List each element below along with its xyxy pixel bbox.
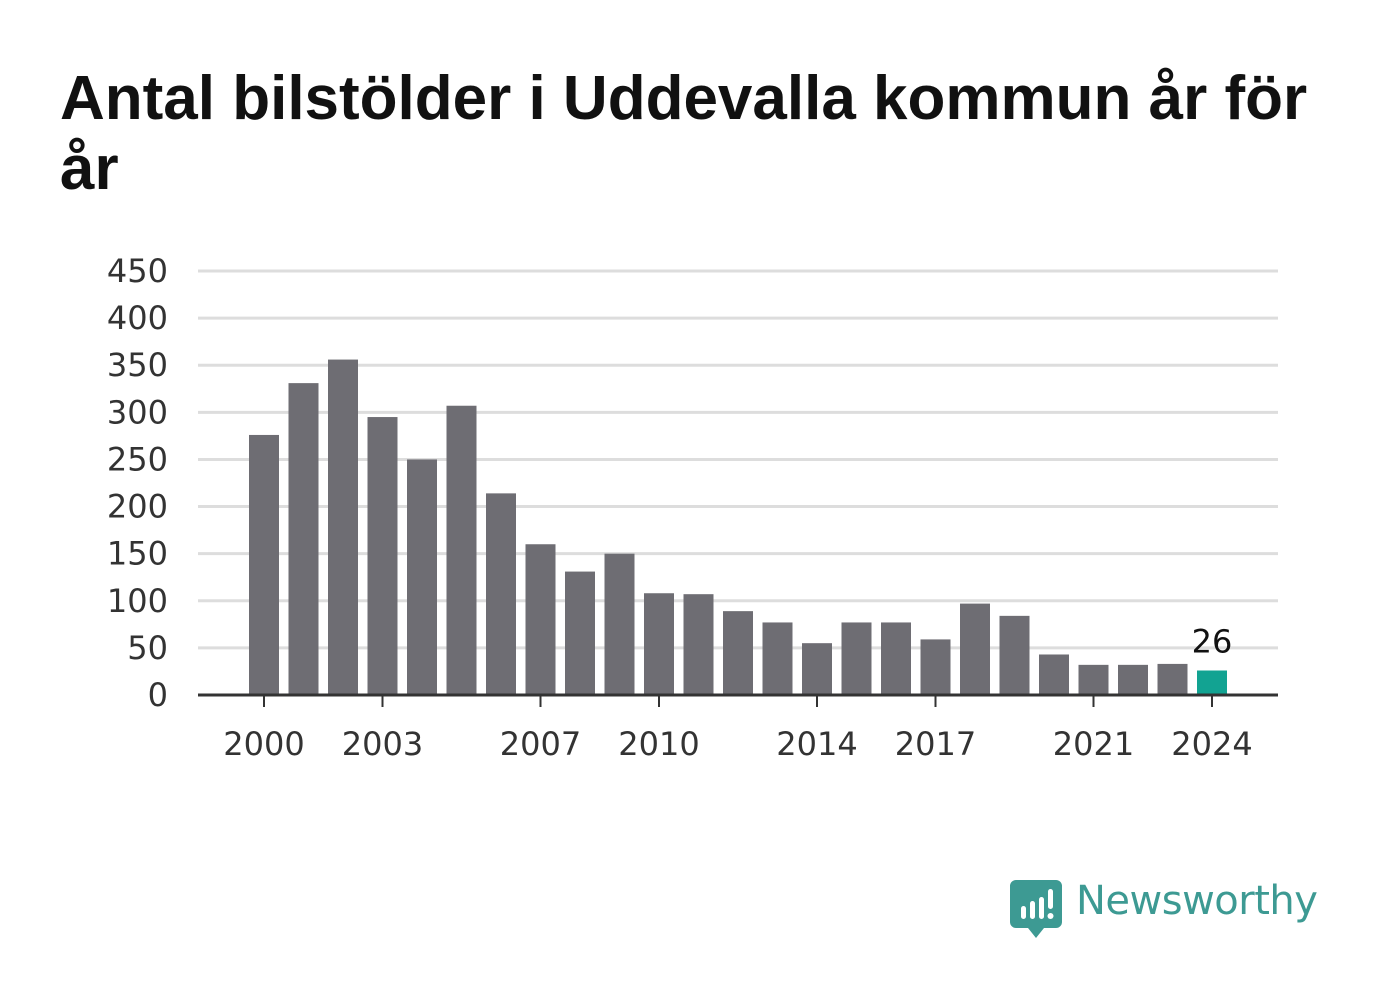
chart-title: Antal bilstölder i Uddevalla kommun år f… <box>60 64 1308 203</box>
bar-2011 <box>683 594 714 695</box>
gridlines <box>198 269 1278 650</box>
x-tick-label: 2000 <box>223 725 304 763</box>
bar-2012 <box>723 611 753 695</box>
bars <box>249 359 1227 695</box>
newsworthy-brand: Newsworthy <box>1010 878 1318 942</box>
x-tick-label: 2017 <box>895 725 976 763</box>
bar-2008 <box>565 571 595 695</box>
bar-2024 <box>1197 670 1227 695</box>
newsworthy-logo-icon <box>1010 880 1062 938</box>
bar-2014 <box>802 643 832 695</box>
bar-2009 <box>604 553 635 695</box>
x-tick-label: 2003 <box>342 725 423 763</box>
x-tick-label: 2010 <box>618 725 699 763</box>
data-label-2024: 26 <box>1192 623 1233 661</box>
y-tick-label: 350 <box>107 346 168 384</box>
brand-name: Newsworthy <box>1076 878 1318 924</box>
bar-2019 <box>999 615 1030 695</box>
x-tick-label: 2024 <box>1171 725 1252 763</box>
bar-2004 <box>407 459 437 695</box>
y-tick-label: 50 <box>127 629 168 667</box>
bar-2003 <box>367 417 398 695</box>
y-tick-label: 300 <box>107 393 168 431</box>
y-tick-label: 450 <box>107 252 168 290</box>
bar-2020 <box>1039 654 1069 695</box>
bar-2007 <box>525 544 556 695</box>
x-tick-label: 2014 <box>776 725 857 763</box>
bar-2021 <box>1078 664 1109 695</box>
bar-2013 <box>762 622 793 695</box>
x-tick-label: 2021 <box>1053 725 1134 763</box>
bar-2002 <box>328 359 358 695</box>
bar-2023 <box>1157 663 1188 695</box>
x-tick-label: 2007 <box>500 725 581 763</box>
bar-2006 <box>486 493 516 695</box>
x-axis <box>198 693 1278 707</box>
y-tick-label: 250 <box>107 440 168 478</box>
bar-2022 <box>1118 664 1148 695</box>
y-tick-label: 100 <box>107 582 168 620</box>
tick-labels: 0 50 100 150 200 250 300 350 400 450 2000 2003 2007 2… <box>107 252 1253 763</box>
bar-2010 <box>644 593 674 695</box>
y-tick-label: 150 <box>107 535 168 573</box>
y-tick-label: 0 <box>148 676 168 714</box>
bar-2017 <box>920 639 951 695</box>
bar-2015 <box>841 622 872 695</box>
y-tick-label: 400 <box>107 299 168 337</box>
bar-2005 <box>446 405 477 695</box>
bar-2018 <box>960 603 990 695</box>
bar-2001 <box>288 383 319 695</box>
bar-2000 <box>249 434 279 695</box>
bar-2016 <box>881 622 911 695</box>
y-tick-label: 200 <box>107 488 168 526</box>
